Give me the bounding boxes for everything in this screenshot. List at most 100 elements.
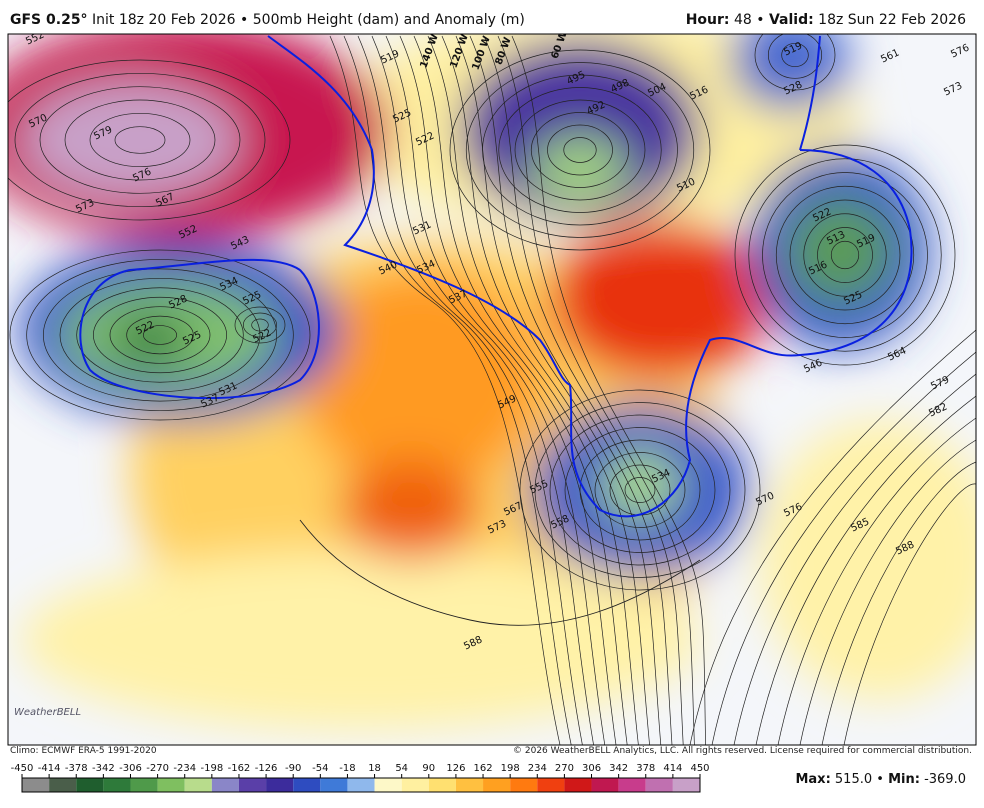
contour-line <box>511 35 706 745</box>
valid-label: Valid: <box>768 12 814 28</box>
contour-ring <box>59 277 261 393</box>
contour-ring <box>234 306 286 344</box>
contour-540 <box>799 35 821 151</box>
contour-ring <box>830 240 860 270</box>
colorbar-cell <box>238 778 267 792</box>
coastline <box>299 519 701 626</box>
contour-line <box>329 35 561 745</box>
contour-ring <box>530 112 630 188</box>
colorbar-cell <box>537 778 565 792</box>
contour-ring <box>564 427 716 553</box>
colorbar-cell <box>76 778 104 792</box>
height-contours <box>8 34 976 745</box>
contour-line <box>385 35 606 745</box>
max-label: Max <box>795 772 826 787</box>
colorbar-tick-label: -306 <box>119 763 142 774</box>
colorbar-cell <box>564 778 592 792</box>
colorbar-tick-label: 450 <box>690 763 709 774</box>
colorbar-tick-label: 414 <box>663 763 682 774</box>
min: -369.0 <box>924 772 966 787</box>
model: GFS 0.25° <box>10 12 88 28</box>
colorbar-tick-label: 234 <box>528 763 547 774</box>
contour-line <box>777 417 976 745</box>
colorbar-tick-label: -126 <box>255 763 278 774</box>
colorbar: -450 -414 -378 -342 -306 -270 -234 -198 -162 -126… <box>11 763 710 793</box>
contour-ring <box>109 306 211 364</box>
contour-line <box>427 35 639 745</box>
logo: WeatherBELL <box>14 707 81 718</box>
colorbar-tick-label: 270 <box>555 763 574 774</box>
valid: 18z Sun 22 Feb 2026 <box>818 12 966 28</box>
colorbar-cell <box>320 778 348 792</box>
colorbar-cell <box>130 778 158 792</box>
contour-ring <box>39 86 241 194</box>
contour-line <box>497 35 695 745</box>
colorbar-cell <box>374 778 402 792</box>
contour-ring <box>76 287 244 383</box>
colon: : <box>914 772 920 787</box>
contour-ring <box>579 439 701 541</box>
map-frame <box>7 33 977 746</box>
contour-ring <box>549 414 731 566</box>
anomaly-shading <box>8 34 976 730</box>
colorbar-cell <box>672 778 700 792</box>
colorbar-tick-label: 378 <box>636 763 655 774</box>
contour-ring <box>8 59 291 221</box>
hour: 48 <box>733 12 752 28</box>
contour-ring <box>514 99 646 201</box>
colorbar-tick-label: 198 <box>501 763 520 774</box>
colorbar-tick-label: -414 <box>38 763 61 774</box>
contour-ring <box>594 452 686 528</box>
colorbar-tick-label: -198 <box>200 763 223 774</box>
contour-ring <box>803 213 887 297</box>
header-right: Hour: 48 • Valid: 18z Sun 22 Feb 2026 <box>686 12 966 28</box>
colorbar-cell <box>455 778 484 792</box>
contour-line <box>441 35 650 745</box>
contour-540 <box>79 258 320 400</box>
max: 515.0 <box>834 772 873 787</box>
contour-ring <box>547 124 613 176</box>
colorbar-cell <box>347 778 375 792</box>
contour-ring <box>775 185 915 325</box>
colorbar-cell <box>103 778 131 792</box>
contour-ring <box>781 42 809 68</box>
colorbar-tick-label: 54 <box>395 763 408 774</box>
contour-ring <box>92 296 228 374</box>
colorbar-tick-label: -90 <box>285 763 301 774</box>
colorbar-tick-label: -342 <box>92 763 115 774</box>
contour-ring <box>64 99 216 181</box>
contour-ring <box>251 318 269 332</box>
contour-line <box>469 35 673 745</box>
contour-ring <box>748 158 942 352</box>
sep: • <box>240 12 249 28</box>
contour-ring <box>142 325 178 345</box>
contour-ring <box>817 227 873 283</box>
colorbar-frame <box>21 777 701 793</box>
contour-line <box>799 439 976 745</box>
sep: • <box>876 772 884 787</box>
colorbar-tick-label: -270 <box>146 763 169 774</box>
colorbar-tick-label: -54 <box>312 763 328 774</box>
colorbar-cell <box>591 778 619 792</box>
colorbar-tick-label: -378 <box>65 763 88 774</box>
colorbar-tick-label: 162 <box>473 763 492 774</box>
contour-ring <box>624 477 656 503</box>
contour-ring <box>89 112 191 168</box>
colorbar-cell <box>618 778 646 792</box>
contour-ring <box>114 126 166 154</box>
contour-ring <box>9 249 311 421</box>
contour-ring <box>534 402 746 578</box>
contour-line <box>413 35 628 745</box>
contour-ring <box>563 137 597 163</box>
contour-line <box>689 329 976 745</box>
colorbar-cell <box>293 778 321 792</box>
climo: Climo: ECMWF ERA-5 1991-2020 <box>10 746 157 756</box>
colorbar-tick-label: -162 <box>228 763 251 774</box>
colorbar-tick-label: 306 <box>582 763 601 774</box>
colorbar-cell <box>428 778 456 792</box>
colorbar-cell <box>510 778 538 792</box>
contour-line <box>711 351 976 745</box>
colorbar-tick-label: -234 <box>173 763 196 774</box>
contour-line <box>755 395 976 745</box>
